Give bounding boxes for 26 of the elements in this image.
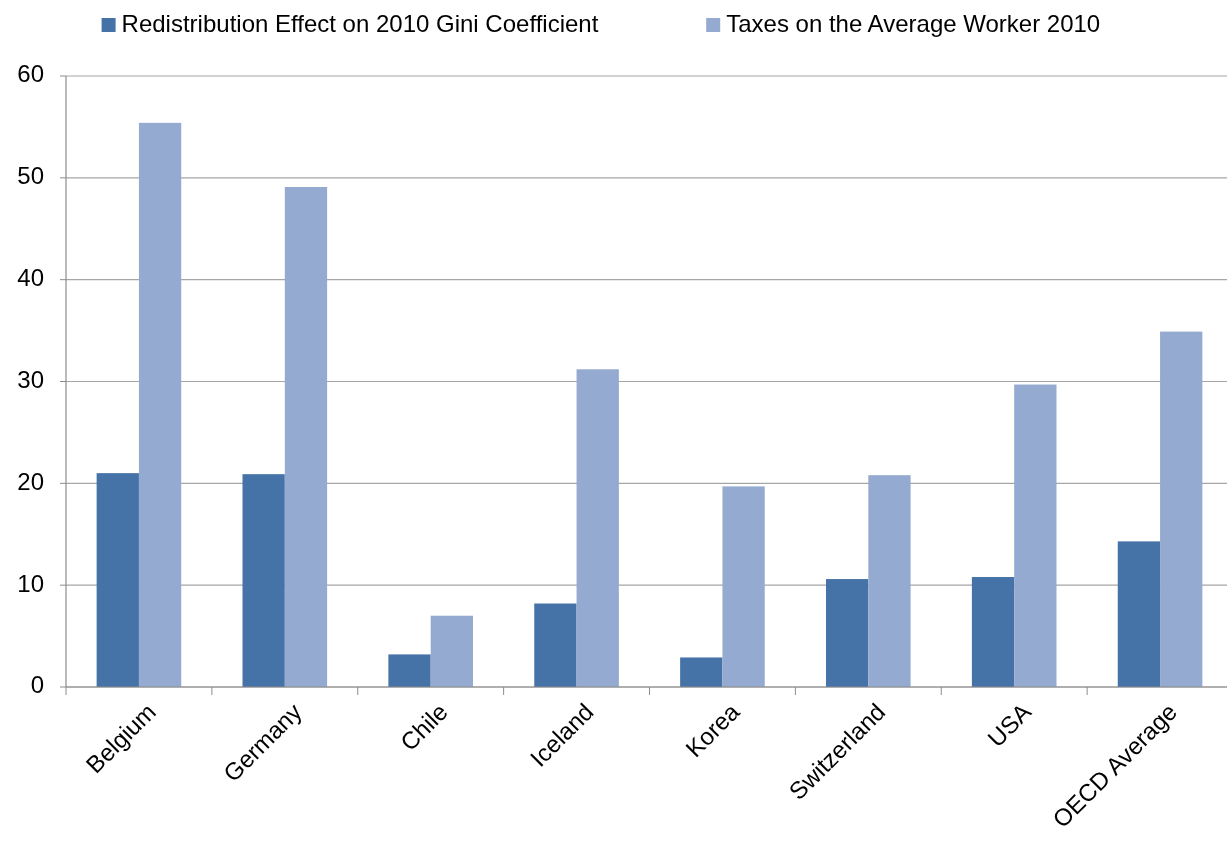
bar [388, 654, 431, 687]
bar [868, 475, 911, 687]
bar [826, 579, 869, 687]
y-tick-label: 10 [17, 569, 44, 597]
bar [284, 187, 328, 687]
bar [1014, 384, 1057, 687]
legend-label: Redistribution Effect on 2010 Gini Coefficient [121, 10, 599, 38]
bar [722, 486, 765, 687]
bar [138, 122, 182, 687]
bar [96, 473, 139, 687]
bar [680, 657, 723, 687]
y-tick-label: 60 [17, 60, 44, 88]
y-tick-label: 50 [17, 162, 44, 190]
bar [576, 369, 619, 687]
y-tick-label: 0 [30, 671, 44, 699]
bar [1160, 331, 1203, 687]
y-tick-label: 20 [17, 467, 44, 495]
bar [242, 474, 285, 687]
x-tick-label: USA [982, 697, 1037, 752]
bar [971, 577, 1015, 687]
legend-label: Taxes on the Average Worker 2010 [726, 10, 1101, 38]
y-tick-label: 40 [17, 264, 44, 292]
bar [534, 603, 577, 687]
bar [430, 615, 473, 687]
y-tick-label: 30 [17, 365, 44, 393]
bar [1117, 541, 1161, 687]
